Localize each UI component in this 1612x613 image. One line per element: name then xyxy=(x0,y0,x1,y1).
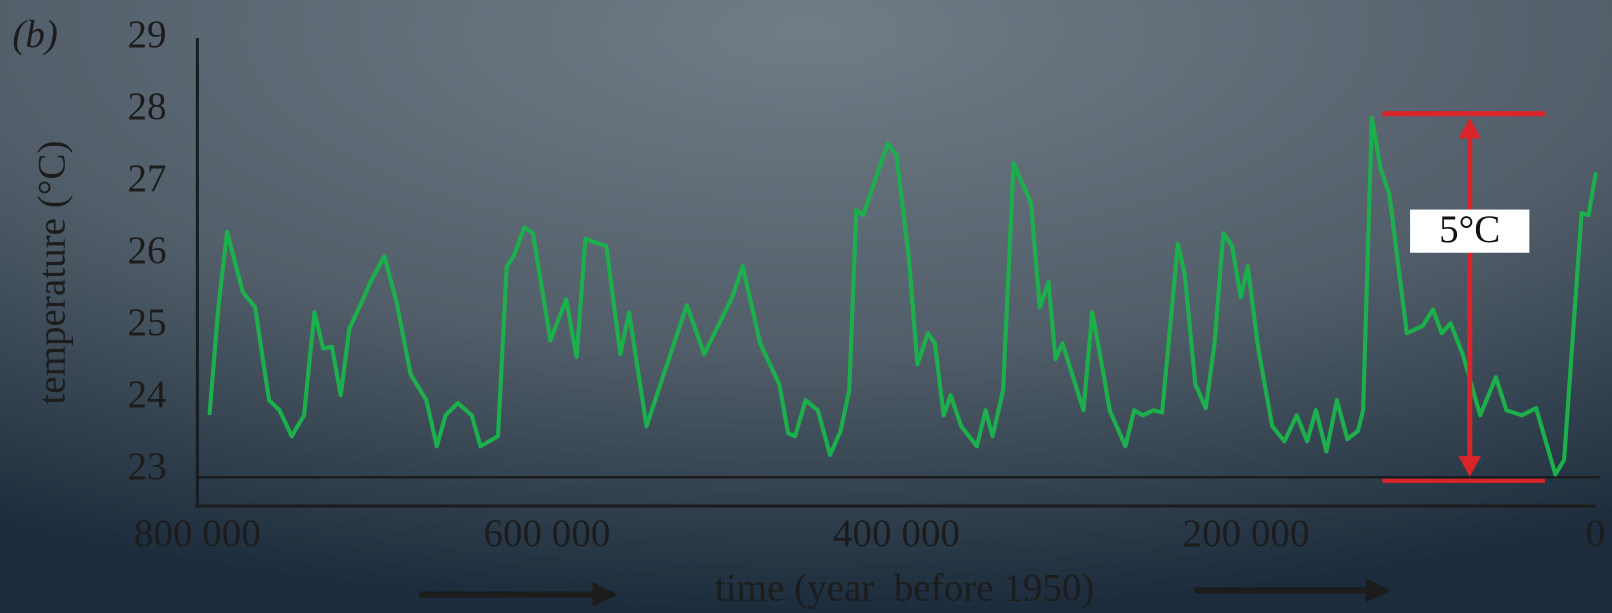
annotation-label: 5°C xyxy=(1439,208,1500,251)
x-tick-label: 800 000 xyxy=(134,512,261,555)
y-tick-label: 23 xyxy=(127,445,166,488)
y-axis-label: temperature (°C) xyxy=(30,141,73,405)
panel-label: (b) xyxy=(12,13,58,56)
annotation-box xyxy=(1410,209,1530,253)
x-tick-label: 600 000 xyxy=(483,512,610,555)
temperature-line xyxy=(207,115,1598,477)
y-tick-label: 24 xyxy=(127,373,166,416)
y-tick-label: 27 xyxy=(127,157,166,200)
y-tick-label: 25 xyxy=(127,301,166,344)
y-tick-label: 28 xyxy=(127,85,166,128)
x-axis-label: time (year before 1950) xyxy=(715,566,1095,609)
y-tick-label: 26 xyxy=(127,229,166,272)
x-tick-label: 200 000 xyxy=(1183,512,1310,555)
x-tick-label: 400 000 xyxy=(833,512,960,555)
y-tick-label: 29 xyxy=(127,13,166,56)
x-tick-label: 0 xyxy=(1586,512,1606,555)
annotation-arrowhead xyxy=(1458,456,1482,477)
annotation-arrowhead xyxy=(1458,117,1482,139)
